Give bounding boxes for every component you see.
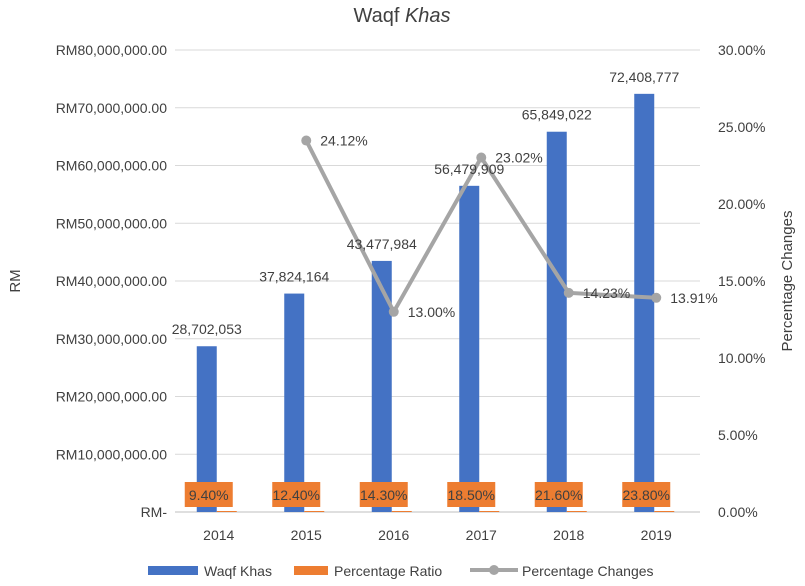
- y2-tick-label: 15.00%: [718, 273, 765, 289]
- ratio-label-box: [272, 482, 321, 507]
- ratio-label-box: [184, 482, 233, 507]
- y-tick-label: RM80,000,000.00: [56, 42, 168, 58]
- y2-tick-label: 25.00%: [718, 119, 765, 135]
- data-label-percentage-ratio: 14.30%: [360, 487, 407, 503]
- data-label-percentage-ratio: 12.40%: [273, 487, 320, 503]
- data-label-percentage-ratio: 21.60%: [535, 487, 582, 503]
- y2-axis-label: Percentage Changes: [779, 211, 796, 352]
- bar-percentage-ratio: [391, 511, 412, 512]
- data-label-percentage-changes: 24.12%: [320, 133, 367, 149]
- legend-label: Percentage Changes: [522, 563, 654, 579]
- bar-percentage-ratio: [304, 511, 325, 512]
- x-tick-label: 2015: [291, 527, 322, 543]
- bar-waqf-khas: [284, 293, 305, 512]
- ratio-label-box: [447, 482, 496, 507]
- data-label-percentage-ratio: 9.40%: [189, 487, 229, 503]
- bar-waqf-khas: [371, 260, 392, 512]
- line-point: [563, 287, 574, 298]
- ratio-label-box: [622, 482, 671, 507]
- y-tick-label: RM20,000,000.00: [56, 389, 168, 405]
- y-axis-label: RM: [7, 269, 24, 292]
- y2-tick-label: 5.00%: [718, 427, 758, 443]
- bar-percentage-ratio: [479, 511, 500, 512]
- data-label-percentage-changes: 23.02%: [495, 149, 542, 165]
- chart-title: Waqf Khas: [353, 5, 450, 27]
- y-tick-label: RM-: [141, 504, 168, 520]
- bar-waqf-khas: [196, 346, 217, 512]
- line-point: [476, 152, 487, 163]
- data-label-percentage-changes: 14.23%: [583, 285, 630, 301]
- data-label-percentage-ratio: 18.50%: [448, 487, 495, 503]
- bar-percentage-ratio: [216, 511, 237, 512]
- x-tick-label: 2016: [378, 527, 409, 543]
- data-label-waqf-khas: 56,479,909: [434, 161, 504, 177]
- legend-label: Percentage Ratio: [334, 563, 442, 579]
- ratio-label-box: [534, 482, 583, 507]
- legend-label: Waqf Khas: [204, 563, 272, 579]
- y2-tick-label: 10.00%: [718, 350, 765, 366]
- data-label-waqf-khas: 37,824,164: [259, 269, 329, 285]
- bar-waqf-khas: [546, 131, 567, 512]
- y2-tick-label: 30.00%: [718, 42, 765, 58]
- y-tick-label: RM50,000,000.00: [56, 215, 168, 231]
- data-label-waqf-khas: 72,408,777: [609, 69, 679, 85]
- ratio-label-box: [359, 482, 408, 507]
- x-tick-label: 2017: [466, 527, 497, 543]
- data-label-waqf-khas: 65,849,022: [522, 107, 592, 123]
- legend-swatch-percentage-ratio: [294, 566, 328, 575]
- y2-tick-label: 0.00%: [718, 504, 758, 520]
- y-tick-label: RM30,000,000.00: [56, 331, 168, 347]
- bar-waqf-khas: [459, 185, 480, 512]
- bar-percentage-ratio: [566, 511, 587, 512]
- y-tick-label: RM10,000,000.00: [56, 446, 168, 462]
- legend-swatch-waqf-khas: [148, 566, 198, 575]
- data-label-waqf-khas: 28,702,053: [172, 321, 242, 337]
- x-tick-label: 2014: [203, 527, 234, 543]
- x-tick-label: 2019: [641, 527, 672, 543]
- data-label-percentage-changes: 13.00%: [408, 304, 455, 320]
- bar-waqf-khas: [634, 93, 655, 513]
- y-tick-label: RM40,000,000.00: [56, 273, 168, 289]
- line-point: [388, 306, 399, 317]
- legend-marker: [489, 565, 499, 575]
- y-tick-label: RM70,000,000.00: [56, 100, 168, 116]
- x-tick-label: 2018: [553, 527, 584, 543]
- line-point: [301, 135, 312, 146]
- line-point: [651, 292, 662, 303]
- data-label-percentage-ratio: 23.80%: [623, 487, 670, 503]
- y2-tick-label: 20.00%: [718, 196, 765, 212]
- data-label-waqf-khas: 43,477,984: [347, 236, 417, 252]
- bar-percentage-ratio: [654, 511, 675, 512]
- data-label-percentage-changes: 13.91%: [670, 290, 717, 306]
- y-tick-label: RM60,000,000.00: [56, 158, 168, 174]
